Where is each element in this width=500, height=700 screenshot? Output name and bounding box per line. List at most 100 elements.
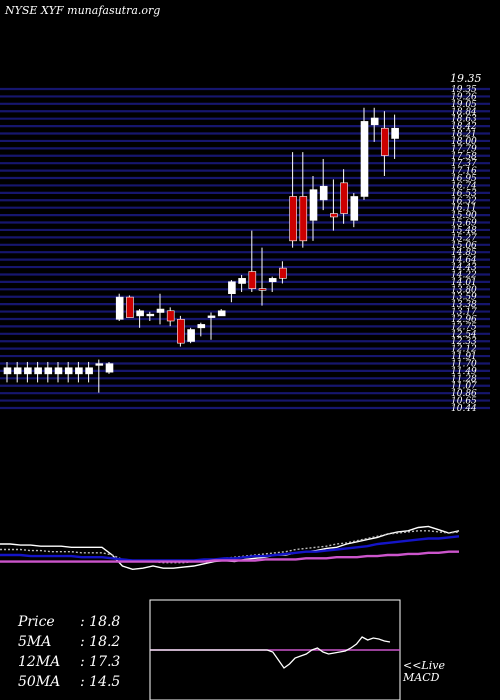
- candle-body: [166, 310, 175, 322]
- candle-body: [370, 117, 379, 126]
- price-tick-label: 17.79: [451, 144, 477, 154]
- candle: [34, 361, 42, 383]
- stat-5ma: 5MA: 18.2: [18, 634, 121, 650]
- ma-line: [0, 550, 459, 563]
- price-tick-label: 17.16: [451, 167, 477, 177]
- candle-body: [3, 367, 12, 375]
- macd-panel: [149, 599, 401, 700]
- candle-body: [34, 367, 42, 375]
- price-tick-label: 15.48: [451, 226, 477, 236]
- price-tick-label: 16.53: [451, 189, 477, 199]
- candle: [105, 361, 114, 374]
- price-tick-label: 17.58: [451, 152, 477, 162]
- stat-50ma: 50MA: 14.5: [18, 674, 121, 690]
- candle-body: [360, 121, 369, 197]
- candle-body: [64, 367, 73, 375]
- candle-body: [350, 196, 359, 221]
- price-tick-label: 16.74: [451, 181, 477, 191]
- candle-body: [299, 196, 308, 242]
- price-tick-label: 10.44: [451, 404, 477, 414]
- macd-line: [150, 636, 391, 669]
- price-tick-label: 13.59: [451, 293, 477, 303]
- live-macd-label: <<Live MACD: [403, 660, 445, 684]
- candles: [3, 107, 399, 393]
- candle: [340, 169, 348, 224]
- price-tick-label: 14.85: [451, 248, 477, 258]
- macd-label: MACD: [403, 671, 440, 684]
- candle-body: [258, 288, 267, 291]
- price-tick-label: 18.00: [451, 137, 477, 147]
- candle-body: [146, 313, 155, 317]
- price-tick-label: 13.38: [451, 300, 477, 310]
- candle: [3, 361, 12, 383]
- candle-body: [238, 278, 246, 284]
- price-tick-label: 13.17: [451, 308, 477, 318]
- candle: [75, 361, 83, 383]
- price-tick-label: 14.01: [451, 278, 477, 288]
- candle-body: [330, 213, 338, 218]
- price-tick-label: 19.35: [451, 85, 477, 95]
- candle-body: [289, 196, 297, 242]
- candle-body: [156, 308, 165, 313]
- price-tick-label: 11.49: [451, 367, 477, 377]
- candle: [309, 176, 318, 241]
- price-tick-label: 17.37: [451, 159, 477, 169]
- candle: [44, 361, 53, 383]
- price-tick-label: 15.06: [451, 241, 477, 251]
- candle: [95, 359, 104, 393]
- candle-body: [197, 324, 206, 329]
- stat-price: Price: 18.8: [18, 614, 121, 630]
- candle-body: [217, 310, 226, 317]
- ma-line: [0, 525, 460, 571]
- candle-body: [136, 310, 144, 317]
- candle-body: [268, 278, 277, 283]
- candle-body: [95, 363, 104, 366]
- candle: [197, 322, 206, 337]
- candle-body: [13, 367, 22, 375]
- price-tick-label: 12.96: [451, 315, 477, 325]
- candle: [177, 315, 185, 347]
- candle: [299, 152, 308, 248]
- candle: [126, 295, 134, 318]
- price-tick-label: 10.65: [451, 397, 477, 407]
- candle: [85, 361, 93, 383]
- price-tick-label: 16.11: [451, 204, 477, 214]
- candle: [24, 361, 32, 383]
- candle: [381, 111, 389, 176]
- price-tick-label: 12.54: [451, 330, 477, 340]
- candle: [258, 247, 267, 306]
- price-tick-label: 18.42: [451, 122, 477, 132]
- candle: [330, 179, 338, 231]
- price-tick-label: 16.95: [451, 174, 477, 184]
- moving-average-lines: [0, 525, 460, 571]
- price-tick-label: 12.75: [451, 322, 477, 332]
- candle-body: [207, 315, 216, 318]
- ma-line: [0, 530, 460, 564]
- price-tick-label: 19.05: [451, 100, 477, 110]
- price-tick-label: 18.84: [451, 107, 477, 117]
- candle-body: [340, 182, 348, 214]
- price-tick-label: 14.22: [451, 270, 477, 280]
- price-tick-label: 11.91: [451, 352, 477, 362]
- price-tick-labels: 19.3519.2619.0518.8418.6318.4218.2118.00…: [450, 72, 482, 414]
- candle: [268, 276, 277, 292]
- live-label: <<Live: [403, 659, 445, 672]
- candle: [248, 230, 257, 292]
- price-tick-label: 15.27: [451, 233, 477, 243]
- candle: [146, 311, 155, 321]
- candle: [217, 309, 226, 317]
- candle: [350, 193, 359, 228]
- candle-body: [279, 267, 287, 279]
- price-tick-label: 10.86: [451, 389, 477, 399]
- candle-body: [115, 296, 124, 320]
- candle-body: [381, 127, 389, 156]
- price-tick-label: 11.28: [451, 374, 477, 384]
- candle: [279, 261, 287, 284]
- price-tick-label: 15.69: [451, 219, 477, 229]
- price-tick-label: 18.63: [451, 115, 477, 125]
- candle: [54, 361, 63, 383]
- candle-body: [187, 329, 195, 342]
- price-tick-label: 18.21: [451, 130, 477, 140]
